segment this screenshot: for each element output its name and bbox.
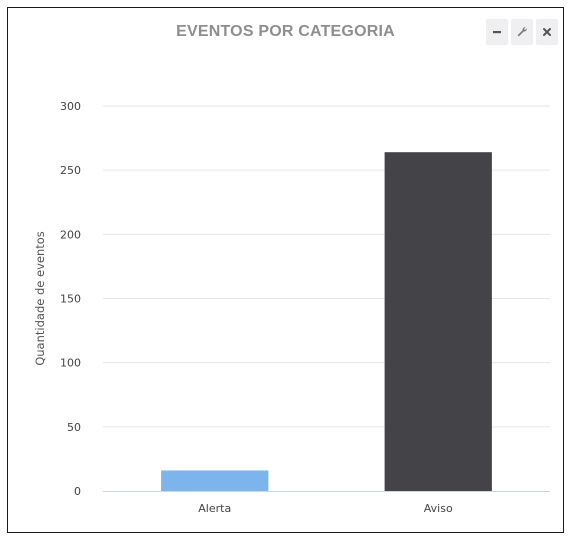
close-icon [542, 27, 552, 37]
x-tick-label: Aviso [424, 502, 453, 515]
y-tick-label: 150 [60, 293, 81, 306]
wrench-icon [516, 26, 528, 38]
close-button[interactable] [536, 19, 558, 45]
panel-toolbar [486, 19, 558, 45]
bar-chart: 0 50 100 150 200 250 300 Alerta Aviso Quantidade… [33, 100, 550, 515]
minimize-button[interactable] [486, 19, 508, 45]
bar-alerta [161, 470, 269, 491]
minus-icon [492, 27, 502, 37]
y-tick-label: 100 [60, 357, 81, 370]
chart-panel: EVENTOS POR CATEGORIA 0 50 100 150 200 25 [7, 7, 564, 533]
settings-button[interactable] [511, 19, 533, 45]
y-tick-label: 300 [60, 100, 81, 113]
y-tick-label: 0 [74, 485, 81, 498]
panel-title: EVENTOS POR CATEGORIA [176, 23, 395, 40]
bar-aviso [384, 152, 492, 491]
y-axis-title: Quantidade de eventos [33, 231, 47, 366]
y-tick-label: 50 [67, 421, 81, 434]
y-tick-label: 200 [60, 228, 81, 241]
y-tick-label: 250 [60, 164, 81, 177]
x-tick-label: Alerta [198, 502, 231, 515]
